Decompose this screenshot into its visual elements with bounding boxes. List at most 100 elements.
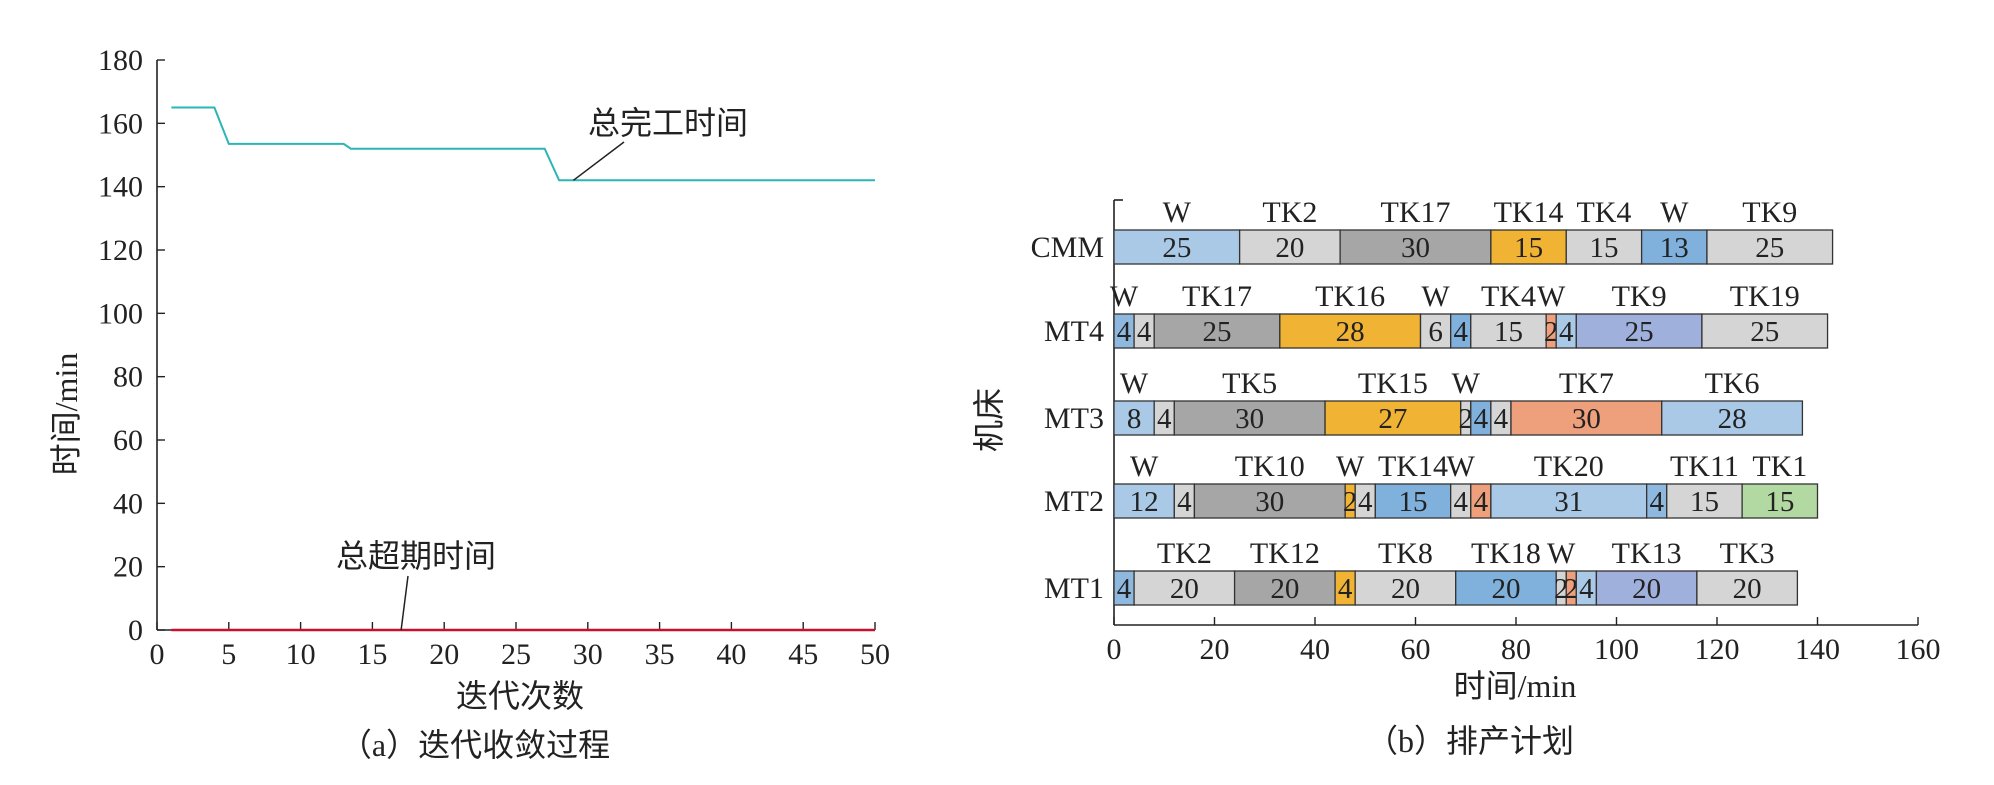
gantt-task-label: TK9 (1612, 280, 1667, 313)
gantt-segment-duration: 20 (1275, 232, 1304, 264)
left-y-tick-label: 0 (128, 614, 143, 647)
gantt-task-label: W (1120, 367, 1149, 400)
gantt-task-label: TK4 (1481, 280, 1536, 313)
gantt-segment (1455, 570, 1557, 606)
gantt-segment (1490, 229, 1567, 265)
right-x-tick-label: 160 (1896, 633, 1941, 666)
annotation-leader-overdue (400, 575, 409, 631)
gantt-segment (1490, 483, 1648, 519)
gantt-segment-duration: 12 (1130, 486, 1159, 518)
gantt-segment-duration: 28 (1718, 403, 1747, 435)
convergence-chart: 时间/min 迭代次数 （a）迭代收敛过程 总完工时间 总超期时间 0 20 40 6… (48, 44, 890, 763)
gantt-segment (1666, 483, 1743, 519)
gantt-segment-duration: 4 (1453, 486, 1468, 518)
gantt-segment-duration: 15 (1589, 232, 1618, 264)
gantt-task-label: TK3 (1720, 537, 1775, 570)
gantt-task-label: W (1130, 450, 1159, 483)
machine-label: MT1 (1044, 572, 1104, 605)
left-y-tick-label: 20 (113, 551, 143, 584)
left-x-tick-label: 35 (645, 638, 675, 671)
gantt-segment (1419, 313, 1452, 349)
right-x-tick-label: 120 (1695, 633, 1740, 666)
gantt-segment-duration: 15 (1765, 486, 1794, 518)
gantt-segment-duration: 4 (1453, 316, 1468, 348)
gantt-segment-duration: 15 (1690, 486, 1719, 518)
gantt-segment-duration: 15 (1398, 486, 1427, 518)
gantt-task-label: TK20 (1534, 450, 1604, 483)
gantt-segment-duration: 31 (1554, 486, 1583, 518)
gantt-segment-duration: 8 (1127, 403, 1142, 435)
left-y-tick-label: 140 (98, 171, 143, 204)
gantt-segment-duration: 25 (1162, 232, 1191, 264)
gantt-segment (1354, 570, 1457, 606)
machine-label: MT2 (1044, 485, 1104, 518)
gantt-segment-duration: 25 (1625, 316, 1654, 348)
gantt-task-label: TK7 (1559, 367, 1614, 400)
gantt-segment-duration: 4 (1137, 316, 1152, 348)
left-y-tick-label: 160 (98, 107, 143, 140)
machine-label: MT3 (1044, 402, 1104, 435)
gantt-task-label: W (1110, 280, 1139, 313)
gantt-segment-duration: 30 (1401, 232, 1430, 264)
gantt-segment (1510, 400, 1663, 436)
gantt-segment-duration: 4 (1157, 403, 1172, 435)
gantt-segment-duration: 4 (1117, 316, 1132, 348)
left-y-tick-label: 180 (98, 44, 143, 77)
series-line-total-completion (171, 106, 875, 182)
gantt-task-label: TK10 (1235, 450, 1305, 483)
gantt-segment-duration: 20 (1170, 573, 1199, 605)
series-label-total-completion: 总完工时间 (588, 105, 748, 141)
left-x-tick-label: 25 (501, 638, 531, 671)
left-x-tick-label: 50 (860, 638, 890, 671)
gantt-segment (1153, 313, 1281, 349)
gantt-segment-duration: 4 (1494, 403, 1509, 435)
gantt-task-label: TK15 (1358, 367, 1428, 400)
left-x-tick-label: 15 (357, 638, 387, 671)
gantt-task-label: TK1 (1752, 450, 1807, 483)
gantt-task-label: TK2 (1262, 196, 1317, 229)
gantt-segment-duration: 30 (1235, 403, 1264, 435)
gantt-segment (1133, 570, 1236, 606)
gantt-segment-duration: 4 (1474, 403, 1489, 435)
gantt-segment-duration: 2 (1544, 316, 1559, 348)
right-x-tick-label: 80 (1501, 633, 1531, 666)
right-x-tick-label: 40 (1300, 633, 1330, 666)
gantt-segment (1741, 483, 1819, 519)
gantt-task-label: TK14 (1378, 450, 1448, 483)
gantt-segment (1339, 229, 1492, 265)
left-y-tick-label: 40 (113, 487, 143, 520)
gantt-segment (1575, 313, 1703, 349)
left-x-tick-label: 20 (429, 638, 459, 671)
gantt-task-label: TK4 (1576, 196, 1631, 229)
gantt-segment-duration: 20 (1391, 573, 1420, 605)
gantt-segment-duration: 20 (1733, 573, 1762, 605)
gantt-segment-duration: 15 (1514, 232, 1543, 264)
gantt-task-label: W (1660, 196, 1689, 229)
gantt-task-label: W (1421, 280, 1450, 313)
gantt-segment (1696, 570, 1799, 606)
gantt-segment-duration: 4 (1649, 486, 1664, 518)
left-x-tick-label: 5 (221, 638, 236, 671)
gantt-chart: 机床 时间/min （b）排产计划 0 20 40 60 80 100 120 140 160C… (971, 196, 1941, 759)
gantt-segment-duration: 20 (1491, 573, 1520, 605)
left-caption: （a）迭代收敛过程 (340, 727, 610, 763)
right-x-tick-label: 60 (1401, 633, 1431, 666)
gantt-task-label: TK17 (1182, 280, 1252, 313)
gantt-segment-duration: 4 (1559, 316, 1574, 348)
gantt-segment-duration: 28 (1336, 316, 1365, 348)
gantt-segment-duration: 13 (1660, 232, 1689, 264)
annotation-leader-completion (572, 141, 625, 181)
machine-label: CMM (1031, 231, 1104, 264)
gantt-task-label: TK18 (1471, 537, 1541, 570)
gantt-task-label: TK8 (1378, 537, 1433, 570)
gantt-task-label: W (1547, 537, 1576, 570)
gantt-segment-duration: 25 (1203, 316, 1232, 348)
gantt-segment (1238, 229, 1341, 265)
gantt-segment-duration: 4 (1338, 573, 1353, 605)
right-x-tick-label: 20 (1200, 633, 1230, 666)
gantt-segment (1173, 400, 1326, 436)
gantt-task-label: TK9 (1742, 196, 1797, 229)
right-x-tick-label: 100 (1594, 633, 1639, 666)
gantt-task-label: TK16 (1315, 280, 1385, 313)
gantt-segment-duration: 2 (1343, 486, 1358, 518)
